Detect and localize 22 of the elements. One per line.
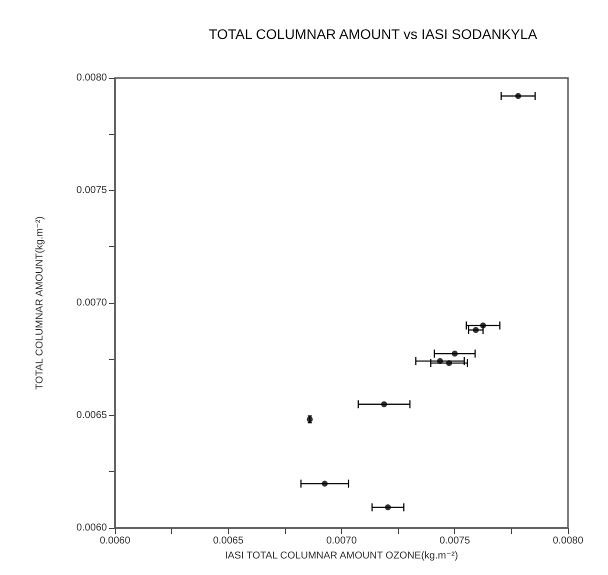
point: [452, 350, 458, 357]
x-tick-label: 0.0075: [439, 536, 470, 546]
point: [446, 360, 452, 366]
point: [480, 322, 486, 328]
point: [515, 93, 522, 99]
y-tick-label: 0.0060: [76, 522, 108, 534]
y-tick-label: 0.0080: [76, 72, 108, 84]
point: [322, 480, 328, 487]
chart-title: TOTAL COLUMNAR AMOUNT vs IASI SODANKYLA: [208, 26, 538, 42]
point: [381, 401, 388, 408]
y-tick-label: 0.0065: [76, 410, 108, 421]
point: [437, 358, 444, 364]
x-tick-label: 0.0080: [552, 536, 584, 546]
y-tick-label: 0.0070: [76, 298, 108, 308]
x-tick-label: 0.0070: [326, 536, 358, 546]
y-tick-label: 0.0075: [76, 185, 108, 196]
y-axis-title: TOTAL COLUMNAR AMOUNT(kg.m⁻²): [34, 216, 46, 390]
point: [384, 504, 391, 510]
x-tick-label: 0.0060: [100, 536, 131, 546]
x-axis-title: IASI TOTAL COLUMNAR AMOUNT OZONE(kg.m⁻²): [224, 550, 458, 562]
x-tick-label: 0.0065: [212, 536, 244, 546]
point: [472, 327, 479, 333]
